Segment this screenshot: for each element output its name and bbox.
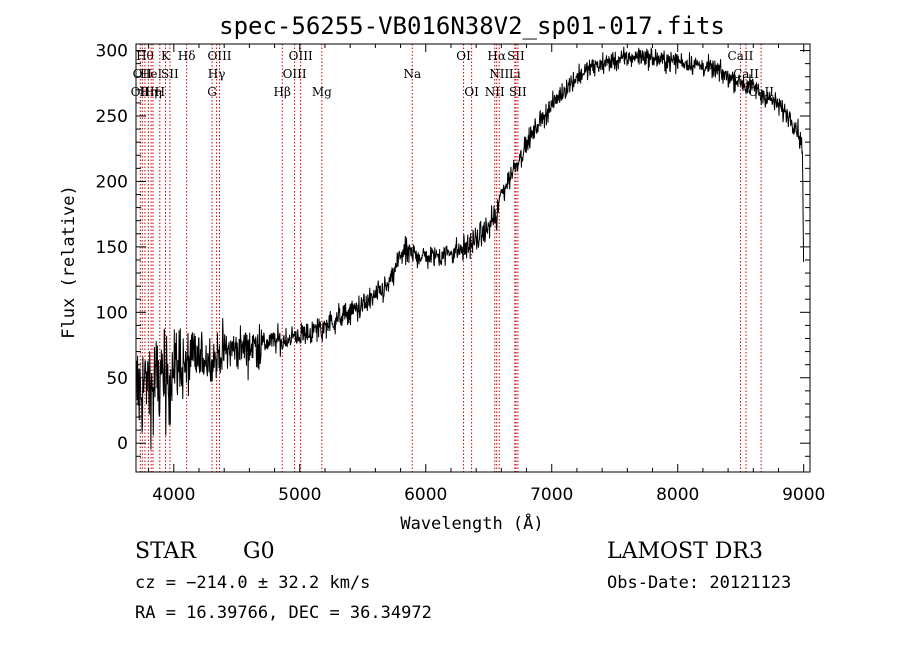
line-marker-label: CaII bbox=[733, 67, 759, 81]
line-marker-label: OII bbox=[133, 67, 153, 81]
x-tick-label: 5000 bbox=[278, 485, 321, 505]
x-tick-label: 9000 bbox=[782, 485, 825, 505]
survey-name: LAMOST DR3 bbox=[607, 539, 763, 564]
x-tick-label: 8000 bbox=[656, 485, 699, 505]
y-tick-label: 100 bbox=[96, 303, 128, 323]
line-marker-label: OI bbox=[456, 49, 471, 63]
y-tick-label: 50 bbox=[106, 369, 128, 389]
spectrum-line bbox=[135, 46, 805, 450]
line-marker-label: Hη bbox=[144, 85, 162, 99]
line-marker-label: OIII bbox=[283, 67, 307, 81]
line-marker-label: Mg bbox=[312, 85, 332, 99]
chart-title: spec-56255-VB016N38V2_sp01-017.fits bbox=[219, 12, 725, 40]
x-tick-label: 4000 bbox=[152, 485, 195, 505]
y-tick-label: 250 bbox=[96, 107, 128, 127]
line-marker-label: SII bbox=[509, 85, 527, 99]
y-axis-label: Flux (relative) bbox=[59, 185, 79, 339]
line-marker-label: Hα bbox=[487, 49, 506, 63]
sky-coordinates: RA = 16.39766, DEC = 36.34972 bbox=[135, 603, 432, 623]
y-tick-label: 200 bbox=[96, 172, 128, 192]
redshift-velocity: cz = −214.0 ± 32.2 km/s bbox=[135, 573, 371, 593]
x-tick-label: 7000 bbox=[530, 485, 573, 505]
line-marker-label: H bbox=[155, 85, 165, 99]
axis-ticks-group: 4000 5000 6000 7000 8000 9000 0 50 100 150 200 250 3… bbox=[96, 42, 826, 505]
x-axis-label: Wavelength (Å) bbox=[400, 512, 543, 534]
line-marker-label: Na bbox=[403, 67, 421, 81]
line-marker-label: CaII bbox=[728, 49, 754, 63]
observation-date: Obs-Date: 20121123 bbox=[607, 573, 792, 593]
line-marker-label: Hδ bbox=[178, 49, 196, 63]
line-marker-label: Hγ bbox=[208, 67, 226, 81]
line-marker-label: NII bbox=[485, 85, 505, 99]
object-subclass: G0 bbox=[243, 539, 275, 564]
line-marker-label: SII bbox=[507, 49, 525, 63]
line-marker-label: OI bbox=[464, 85, 479, 99]
y-tick-label: 300 bbox=[96, 42, 128, 62]
spectrum-line-group bbox=[135, 46, 805, 450]
line-marker-label: G bbox=[207, 85, 217, 99]
line-marker-label: SII bbox=[161, 67, 179, 81]
x-tick-label: 6000 bbox=[404, 485, 447, 505]
y-tick-label: 0 bbox=[117, 434, 128, 454]
plot-frame bbox=[135, 43, 811, 473]
line-marker-label: K bbox=[161, 49, 171, 63]
y-tick-label: 150 bbox=[96, 238, 128, 258]
line-marker-label: Li bbox=[509, 67, 521, 81]
line-marker-label: Hβ bbox=[274, 85, 291, 99]
line-marker-label: Hθ bbox=[136, 49, 154, 63]
line-marker-label: NII bbox=[489, 67, 509, 81]
line-marker-label: OIII bbox=[207, 49, 231, 63]
line-marker-label: OIII bbox=[289, 49, 313, 63]
line-marker-label: Hη bbox=[140, 85, 158, 99]
object-class: STAR bbox=[135, 539, 196, 564]
line-marker-label: HeI bbox=[140, 67, 163, 81]
